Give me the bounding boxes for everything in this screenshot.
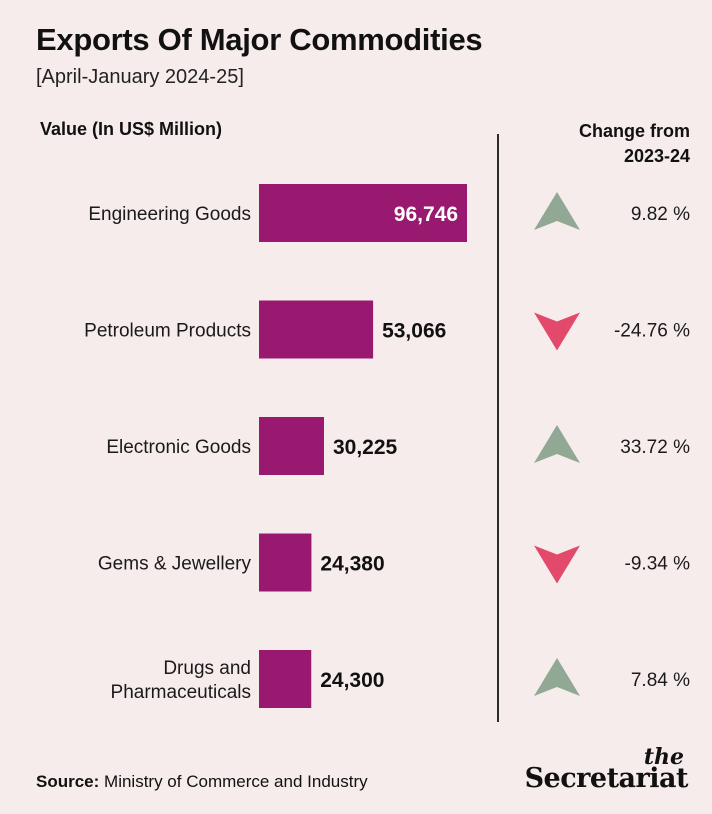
change-label: -24.76 % bbox=[614, 321, 690, 342]
change-label: 9.82 % bbox=[631, 204, 690, 225]
category-label: Engineering Goods bbox=[88, 204, 251, 225]
source-note: Source: Ministry of Commerce and Industr… bbox=[36, 772, 368, 792]
arrow-up-icon bbox=[534, 425, 580, 463]
arrow-up-icon bbox=[534, 658, 580, 696]
change-label: 7.84 % bbox=[631, 670, 690, 691]
source-label: Source: bbox=[36, 772, 100, 791]
change-label: -9.34 % bbox=[625, 554, 691, 575]
change-header-line-2: 2023-24 bbox=[623, 146, 690, 166]
bar bbox=[259, 650, 312, 708]
source-text: Ministry of Commerce and Industry bbox=[104, 772, 368, 791]
column-divider bbox=[497, 134, 499, 722]
change-column-header: Change from 2023-24 bbox=[490, 119, 690, 169]
category-label: Drugs and Pharmaceuticals bbox=[111, 658, 251, 703]
change-label: 33.72 % bbox=[620, 437, 690, 458]
bar bbox=[259, 184, 467, 242]
arrow-down-icon bbox=[534, 312, 580, 351]
category-label: Electronic Goods bbox=[106, 437, 251, 458]
value-label: 53,066 bbox=[382, 320, 446, 343]
category-label: Petroleum Products bbox=[84, 321, 251, 342]
value-label: 24,300 bbox=[320, 669, 384, 692]
bar bbox=[259, 533, 312, 592]
logo-brand: Secretariat bbox=[524, 763, 689, 794]
arrow-up-icon bbox=[534, 192, 580, 230]
category-label: Gems & Jewellery bbox=[98, 554, 252, 575]
value-column-header: Value (In US$ Million) bbox=[40, 119, 223, 139]
value-label: 24,380 bbox=[320, 553, 384, 576]
publisher-logo: the Secretariat bbox=[524, 744, 689, 794]
change-header-line-1: Change from bbox=[578, 121, 690, 141]
bar bbox=[259, 417, 324, 475]
value-label: 96,746 bbox=[394, 203, 458, 226]
logo-the: the bbox=[643, 744, 684, 770]
value-label: 30,225 bbox=[333, 436, 398, 459]
chart-title: Exports Of Major Commodities bbox=[36, 22, 483, 57]
chart-subtitle: [April-January 2024-25] bbox=[36, 66, 244, 88]
bar bbox=[259, 300, 374, 359]
arrow-down-icon bbox=[534, 545, 580, 584]
